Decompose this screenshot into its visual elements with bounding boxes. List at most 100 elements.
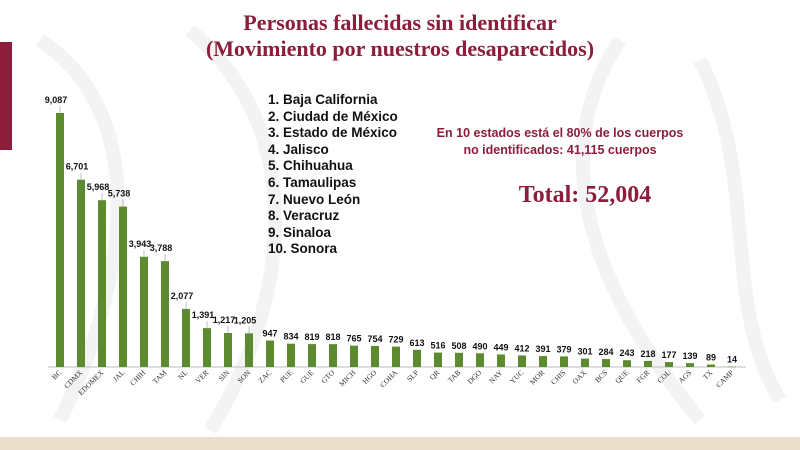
category-label: SIN [216,368,231,383]
list-item: 8. Veracruz [268,208,340,224]
bar-ver [203,328,211,367]
data-label: 765 [346,334,361,344]
bar-coha [392,346,400,367]
accent-side-bar [0,42,12,150]
category-label: NL [176,368,190,382]
data-label: 516 [430,341,445,351]
bar-cdmx [77,179,85,367]
data-label: 1,205 [234,315,257,325]
chart-title: Personas fallecidas sin identificar [243,10,557,35]
data-label: 177 [661,350,676,360]
bar-gto [329,344,337,367]
data-label: 2,077 [171,291,194,301]
data-label: 284 [598,347,613,357]
bottom-band [0,437,800,450]
bar-col [665,362,673,367]
data-label: 818 [325,332,340,342]
category-label: GTO [319,368,337,386]
list-item: 10. Sonora [268,241,338,257]
category-label: COHA [378,368,400,390]
category-label: CHIS [549,368,567,386]
category-label: OAX [571,368,589,386]
data-label: 391 [535,344,550,354]
category-label: BC [50,368,63,381]
category-label: CAMP [714,368,735,389]
bar-jal [119,206,127,367]
list-item: 2. Ciudad de México [268,108,398,124]
category-label: YUC [508,368,526,386]
category-label: TAM [151,368,169,386]
data-label: 754 [367,334,382,344]
category-label: QUE [613,368,631,386]
list-item: 4. Jalisco [268,141,329,157]
data-label: 834 [283,332,298,342]
bar-slp [413,349,421,367]
category-label: TX [701,368,715,382]
data-label: 449 [493,342,508,352]
data-label: 6,701 [66,162,89,172]
category-label: HGO [361,368,379,386]
bar-que [623,360,631,367]
data-label: 89 [706,353,716,363]
data-label: 613 [409,338,424,348]
bar-son [245,333,253,367]
bar-zac [266,340,274,367]
data-label: 490 [472,341,487,351]
category-label: MICH [337,368,358,389]
category-label: NAY [487,368,505,386]
data-label: 3,788 [150,243,173,253]
list-item: 5. Chihuahua [268,158,353,174]
category-label: GUE [298,368,316,386]
data-label: 508 [451,341,466,351]
bar-tam [161,261,169,367]
bar-sin [224,332,232,367]
bar-chih [140,256,148,367]
list-item: 1. Baja California [268,92,378,107]
list-item: 9. Sinaloa [268,224,332,240]
bar-oax [581,358,589,367]
data-label: 218 [640,349,655,359]
data-label: 1,217 [213,315,236,325]
list-item: 7. Nuevo León [268,191,361,207]
bar-chis [560,356,568,367]
category-label: COL [655,368,672,385]
bar-edomex [98,200,106,367]
category-label: ZAC [256,368,273,385]
total-label: Total: 52,004 [518,182,652,208]
bar-hgo [371,345,379,367]
category-label: SON [235,368,252,385]
data-label: 14 [727,355,737,365]
bar-fgr [644,360,652,367]
category-label: DGO [466,368,484,386]
data-label: 5,968 [87,182,110,192]
data-label: 301 [577,347,592,357]
concentration-note: En 10 estados está el 80% de los cuerpos… [436,126,684,157]
list-item: 6. Tamaulipas [268,174,357,190]
data-label: 947 [262,329,277,339]
category-label: BCS [593,368,609,384]
data-label: 379 [556,344,571,354]
bar-tx [707,364,715,367]
bar-camp [728,366,736,368]
data-label: 729 [388,335,403,345]
data-label: 9,087 [45,95,68,105]
bar-bcs [602,359,610,367]
bar-nl [182,308,190,367]
bar-tab [455,352,463,367]
bar-ags [686,363,694,367]
bar-dgo [476,353,484,367]
data-label: 1,391 [192,310,215,320]
data-label: 819 [304,332,319,342]
category-label: FGR [635,368,652,385]
top-states-list: 1. Baja California 2. Ciudad de México 3… [268,92,398,258]
bar-mich [350,345,358,367]
data-label: 5,738 [108,189,131,199]
bar-pue [287,343,295,367]
chart-subtitle: (Movimiento por nuestros desaparecidos) [205,36,595,61]
bar-yuc [518,355,526,367]
data-label: 3,943 [129,239,152,249]
category-label: PUE [278,368,295,385]
data-label: 139 [682,351,697,361]
category-label: AGS [676,368,693,385]
